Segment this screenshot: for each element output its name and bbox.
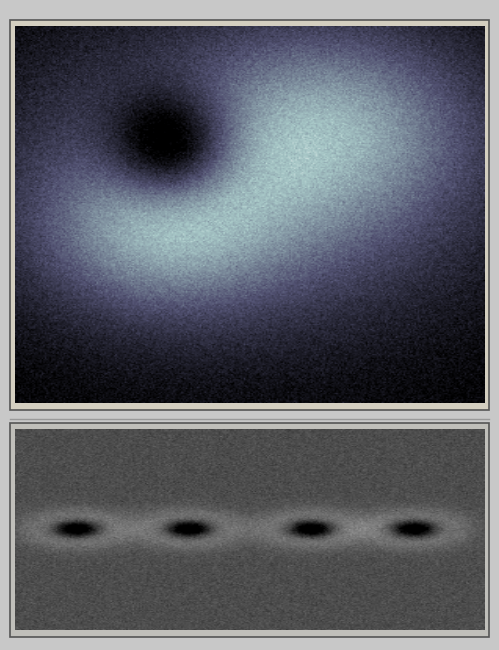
- Text: B: B: [20, 610, 36, 628]
- FancyBboxPatch shape: [10, 422, 489, 637]
- Text: A: A: [20, 382, 35, 400]
- Text: ALS.: ALS.: [119, 103, 150, 116]
- Text: PC.: PC.: [132, 188, 156, 202]
- Text: OS.: OS.: [84, 188, 108, 202]
- Text: SFr.: SFr.: [222, 103, 249, 116]
- Text: SPal.: SPal.: [242, 161, 277, 174]
- Circle shape: [261, 198, 271, 211]
- FancyBboxPatch shape: [10, 20, 489, 410]
- Circle shape: [161, 183, 171, 196]
- Circle shape: [130, 150, 148, 174]
- Text: FR.: FR.: [238, 64, 261, 77]
- Circle shape: [217, 102, 225, 112]
- Text: SF.: SF.: [114, 150, 136, 162]
- Text: MAX.: MAX.: [302, 196, 340, 209]
- Text: PAL.: PAL.: [186, 200, 218, 213]
